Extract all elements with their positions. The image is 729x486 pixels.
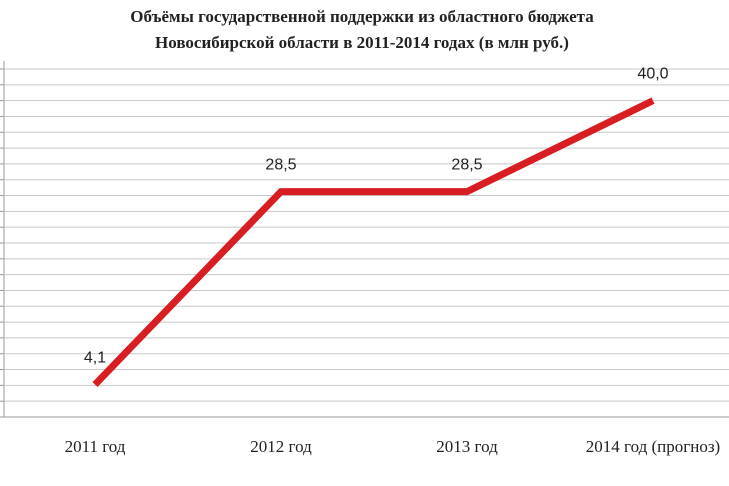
x-tick-label: 2013 год: [436, 437, 498, 456]
value-label: 4,1: [84, 350, 106, 367]
value-label: 28,5: [265, 157, 296, 174]
value-label: 28,5: [451, 157, 482, 174]
x-tick-label: 2014 год (прогноз): [586, 437, 720, 456]
chart-title: Объёмы государственной поддержки из обла…: [130, 7, 594, 26]
x-tick-label: 2012 год: [250, 437, 312, 456]
chart-title: Новосибирской области в 2011-2014 годах …: [155, 33, 569, 52]
value-label: 40,0: [637, 66, 668, 83]
data-line: [92, 97, 655, 388]
x-tick-label: 2011 год: [65, 437, 126, 456]
